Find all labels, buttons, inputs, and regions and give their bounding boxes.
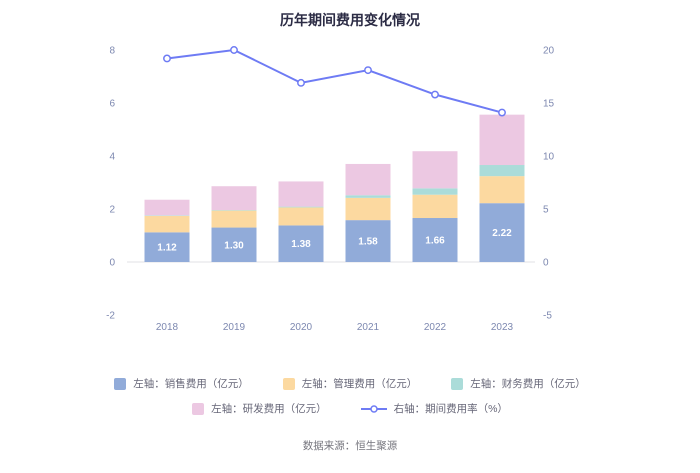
rate-line [166,48,503,114]
x-axis-label: 2018 [156,322,179,333]
legend-label: 右轴：期间费用率（%） [393,403,508,415]
y-axis-left-tick: 2 [109,205,115,216]
bar-value-label: 1.66 [425,236,445,247]
bar-sales-2023 [479,203,525,262]
y-axis-left-tick: 0 [109,258,115,269]
rate-line-marker [230,46,238,54]
chart-title: 历年期间费用变化情况 [280,12,420,28]
x-axis-label: 2021 [357,322,380,333]
bar-finance-2022 [412,188,458,195]
y-axis-left-tick: 4 [109,152,115,163]
bar-rnd-2022 [412,151,458,189]
legend-line-marker-icon [360,404,387,413]
bar-rnd-2023 [479,114,525,166]
legend-swatch-rnd [192,402,205,415]
y-axis-left-tick: -2 [106,311,115,322]
x-axis-label: 2019 [223,322,246,333]
y-axis-right-tick: -5 [543,311,552,322]
legend-item-rnd[interactable]: 左轴：研发费用（亿元） [192,401,327,416]
bar-management-2021 [345,197,391,221]
chart-legend: 左轴：销售费用（亿元） 左轴：管理费用（亿元） 左轴：财务费用（亿元） 左轴：研发费用… [0,376,700,416]
legend-row: 左轴：研发费用（亿元） 右轴：期间费用率（%） [192,401,508,416]
bar-rnd-2021 [345,163,391,196]
bar-value-label: 1.12 [157,243,177,254]
bar-finance-2018 [144,215,190,216]
bar-rnd-2020 [278,181,324,207]
x-axis-label: 2022 [424,322,447,333]
bar-value-label: 1.30 [224,240,244,251]
bar-sales-2022 [412,218,458,262]
bar-management-2018 [144,215,190,233]
x-axis-label: 2020 [290,322,313,333]
chart-page: 历年期间费用变化情况 -2 0 2 4 6 8 -5 0 5 10 15 20 2018 2019 2020… [0,12,700,452]
bar-finance-2023 [479,165,525,177]
bar-rnd-2018 [144,199,190,216]
bar-finance-2019 [211,210,257,211]
legend-item-management[interactable]: 左轴：管理费用（亿元） [282,376,418,391]
legend-label: 左轴：财务费用（亿元） [470,378,586,390]
bar-value-label: 2.22 [492,228,512,239]
legend-label: 左轴：销售费用（亿元） [133,378,249,390]
rate-line-marker [364,66,372,75]
legend-swatch-sales [114,377,127,390]
bar-sales-2019 [211,227,257,262]
bar-value-label: 1.58 [358,237,378,248]
rate-line-marker [431,90,439,99]
bar-finance-2021 [345,195,391,198]
legend-swatch-finance [451,377,464,390]
y-axis-right-tick: 10 [543,152,555,163]
legend-item-rate[interactable]: 右轴：期间费用率（%） [360,401,508,416]
y-axis-right-tick: 20 [543,46,555,57]
rate-line-marker [297,78,305,87]
bar-management-2022 [412,194,458,219]
legend-swatch-management [282,377,295,390]
y-axis-right-tick: 15 [543,99,555,110]
y-axis-left-tick: 8 [109,46,115,57]
legend-item-finance[interactable]: 左轴：财务费用（亿元） [451,376,586,391]
x-axis-label: 2023 [491,322,514,333]
bar-sales-2018 [144,232,190,262]
bar-finance-2020 [278,206,324,208]
y-axis-right-tick: 0 [543,258,549,269]
rate-line-marker [163,54,171,63]
data-source: 数据来源：恒生聚源 [302,440,398,452]
bar-value-label: 1.38 [291,239,311,250]
legend-label: 左轴：管理费用（亿元） [301,378,418,390]
bar-management-2023 [479,176,525,204]
y-axis-right-tick: 5 [543,205,549,216]
legend-row: 左轴：销售费用（亿元） 左轴：管理费用（亿元） 左轴：财务费用（亿元） [114,376,586,391]
chart-plot: -2 0 2 4 6 8 -5 0 5 10 15 20 2018 2019 2020 2021 2022 202… [106,46,555,334]
bar-rnd-2019 [211,186,257,211]
bar-sales-2021 [345,220,391,262]
bar-management-2019 [211,210,257,228]
legend-item-sales[interactable]: 左轴：销售费用（亿元） [114,376,249,391]
y-axis-left-tick: 6 [109,99,115,110]
legend-label: 左轴：研发费用（亿元） [211,403,327,415]
rate-line-marker [498,108,506,117]
bar-sales-2020 [278,225,324,262]
bar-management-2020 [278,207,324,226]
